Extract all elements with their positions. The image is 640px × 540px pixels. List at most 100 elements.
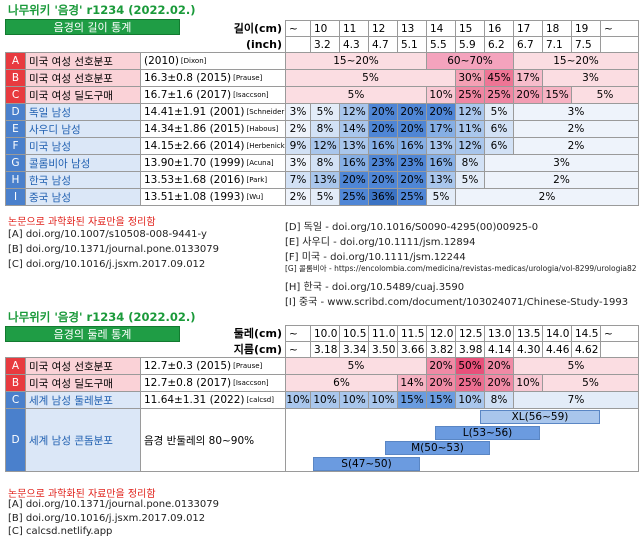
source-text: 음경 반둘레의 80~90%: [144, 434, 255, 447]
citation: [Habous]: [246, 125, 279, 133]
citation: [Park]: [246, 176, 268, 184]
value-cell: 60~70%: [426, 52, 514, 70]
row-name: 미국 여성 선호분포: [25, 69, 141, 87]
header-cell: [600, 36, 639, 53]
value-cell: 20%: [484, 357, 514, 375]
source-text: 16.3±0.8 (2015): [144, 72, 232, 84]
header-cell: 4.30: [513, 341, 543, 358]
reference: [I] 중국 - www.scribd.com/document/1030240…: [285, 297, 629, 308]
value-cell: 15~20%: [285, 52, 427, 70]
header-cell: 19: [571, 20, 601, 37]
value-cell: 45%: [484, 69, 514, 87]
row-name: 미국 여성 선호분포: [25, 52, 141, 70]
citation: [Herbenick]: [246, 142, 286, 150]
value-cell: 14%: [397, 374, 427, 392]
reference: [A] doi.org/10.1371/journal.pone.0133079: [8, 499, 220, 510]
value-cell: 15%: [397, 391, 427, 409]
value-cell: 3%: [513, 103, 639, 121]
header-cell: 14.0: [542, 325, 572, 342]
value-cell: 12%: [310, 137, 340, 155]
value-cell: 10%: [455, 391, 485, 409]
header-cell: 3.2: [310, 36, 340, 53]
value-cell: 5%: [542, 374, 639, 392]
header-cell: 18: [542, 20, 572, 37]
value-cell: 20%: [368, 103, 398, 121]
value-cell: 5%: [310, 103, 340, 121]
row-source: 13.90±1.70 (1999) [Acuna]: [140, 154, 286, 172]
reference: [F] 미국 - doi.org/10.1111/jsm.12244: [285, 252, 466, 263]
header-cell: 5.1: [397, 36, 427, 53]
value-cell: 20%: [368, 171, 398, 189]
value-cell: 20%: [426, 103, 456, 121]
value-cell: 2%: [484, 171, 639, 189]
value-cell: 25%: [397, 188, 427, 206]
header-label: 둘레(cm): [233, 327, 282, 340]
row-source: 음경 반둘레의 80~90%: [140, 408, 286, 472]
value-cell: 3%: [285, 154, 311, 172]
row-letter: D: [5, 408, 26, 472]
reference: [A] doi.org/10.1007/s10508-008-9441-y: [8, 229, 207, 240]
value-cell: 16%: [368, 137, 398, 155]
reference: [B] doi.org/10.1371/journal.pone.0133079: [8, 244, 220, 255]
header-cell: 4.7: [368, 36, 398, 53]
header-label: 지름(cm): [233, 343, 282, 356]
header-cell: ~: [285, 325, 311, 342]
header-cell: 6.2: [484, 36, 514, 53]
row-name: 미국 여성 선호분포: [25, 357, 141, 375]
value-cell: 10%: [426, 86, 456, 104]
row-letter: F: [5, 137, 26, 155]
header-cell: 3.50: [368, 341, 398, 358]
value-cell: 15%: [426, 391, 456, 409]
value-cell: 17%: [513, 69, 543, 87]
value-cell: 5%: [426, 188, 456, 206]
value-cell: 36%: [368, 188, 398, 206]
row-name: 미국 남성: [25, 137, 141, 155]
size-bar: L(53~56): [435, 425, 540, 440]
value-cell: 10%: [368, 391, 398, 409]
value-cell: 20%: [513, 86, 543, 104]
value-cell: 20%: [368, 120, 398, 138]
row-name: 세계 남성 둘레분포: [25, 391, 141, 409]
row-letter: I: [5, 188, 26, 206]
value-cell: 12%: [339, 103, 369, 121]
value-cell: 6%: [285, 374, 398, 392]
value-cell: 10%: [285, 391, 311, 409]
value-cell: 2%: [455, 188, 639, 206]
source-text: 14.34±1.86 (2015): [144, 123, 245, 135]
source-text: 11.64±1.31 (2022): [144, 394, 245, 406]
header-cell: 4.3: [339, 36, 369, 53]
value-cell: 20%: [397, 120, 427, 138]
header-cell: 3.66: [397, 341, 427, 358]
header-cell: ~: [285, 341, 311, 358]
header-cell: 10.0: [310, 325, 340, 342]
value-cell: 8%: [484, 391, 514, 409]
header-cell: 13: [397, 20, 427, 37]
note: 논문으로 과학화된 자료만을 정리함: [8, 489, 156, 500]
reference: [C] doi.org/10.1016/j.jsxm.2017.09.012: [8, 259, 206, 270]
value-cell: 3%: [542, 69, 639, 87]
header-cell: 16: [484, 20, 514, 37]
value-cell: 10%: [513, 374, 543, 392]
value-cell: 30%: [455, 69, 485, 87]
citation: [Prause]: [233, 362, 263, 370]
value-cell: 16%: [339, 154, 369, 172]
value-cell: 5%: [484, 103, 514, 121]
citation: [Dixon]: [180, 57, 207, 65]
value-cell: 25%: [484, 86, 514, 104]
header-cell: 10.5: [339, 325, 369, 342]
bar-area: [285, 408, 639, 472]
row-name: 한국 남성: [25, 171, 141, 189]
value-cell: 3%: [285, 103, 311, 121]
section-title: 나무위키 '음경' r1234 (2022.02.): [8, 310, 196, 324]
citation: [Prause]: [233, 74, 263, 82]
section-subtitle: 음경의 둘레 통계: [5, 326, 180, 342]
row-letter: A: [5, 52, 26, 70]
value-cell: 7%: [513, 391, 639, 409]
header-cell: 10: [310, 20, 340, 37]
row-source: 16.3±0.8 (2015) [Prause]: [140, 69, 286, 87]
row-source: (2010) [Dixon]: [140, 52, 286, 70]
value-cell: 13%: [339, 137, 369, 155]
header-cell: 17: [513, 20, 543, 37]
row-source: 12.7±0.8 (2017) [Isaccson]: [140, 374, 286, 392]
